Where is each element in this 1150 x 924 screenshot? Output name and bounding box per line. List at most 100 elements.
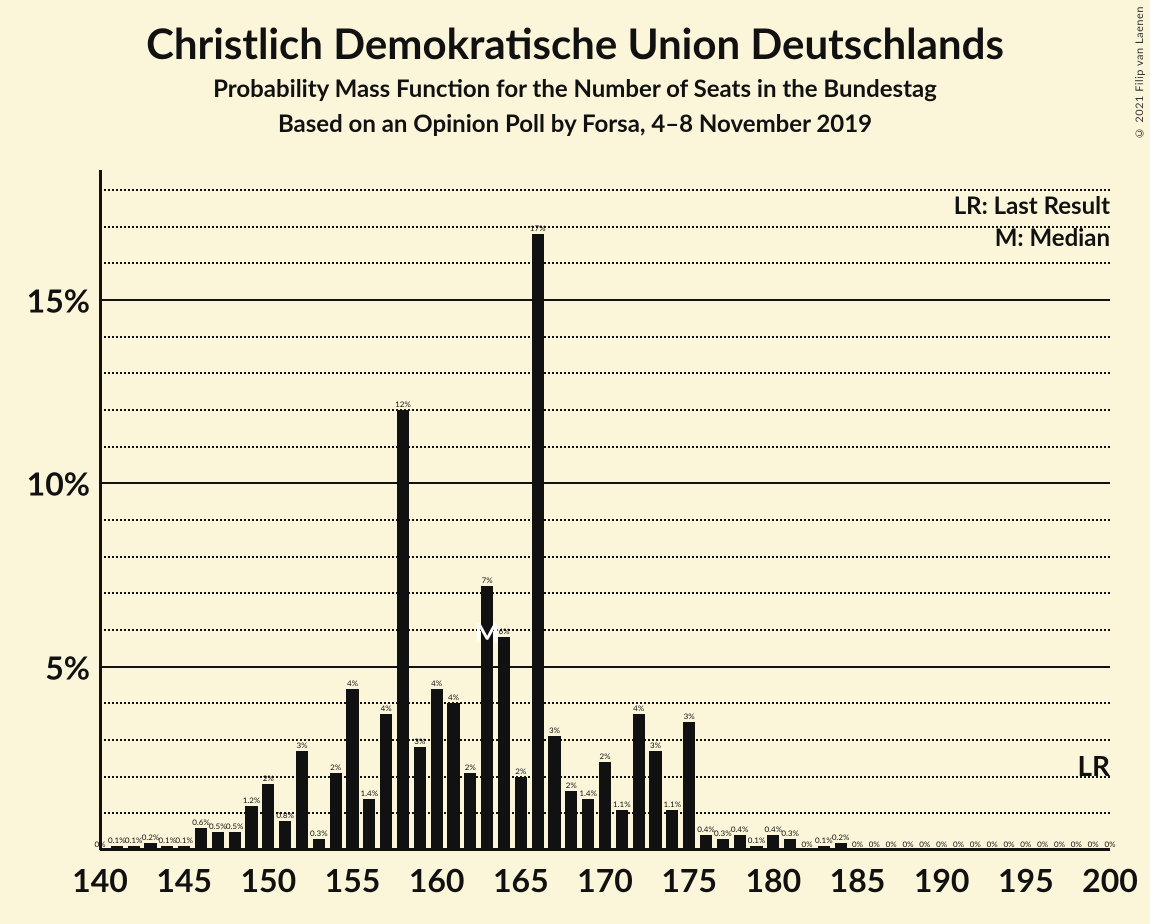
- y-axis-line: [99, 170, 102, 850]
- bar-value-label: 0.1%: [815, 835, 833, 845]
- bar: [683, 722, 695, 850]
- bar: [734, 835, 746, 850]
- bar-value-label: 0%: [953, 839, 964, 849]
- gridline-minor: [100, 556, 1110, 558]
- gridline-minor: [100, 336, 1110, 338]
- bar-value-label: 0.4%: [697, 824, 715, 834]
- chart-page: © 2021 Filip van Laenen Christlich Demok…: [0, 0, 1150, 924]
- bar-value-label: 2%: [566, 780, 577, 790]
- bar: [633, 714, 645, 850]
- bar: [161, 846, 173, 850]
- x-tick-label: 160: [409, 860, 465, 899]
- bar-value-label: 0%: [970, 839, 981, 849]
- bar-value-label: 12%: [395, 399, 411, 409]
- gridline-major: [100, 666, 1110, 668]
- bar-value-label: 4%: [431, 678, 442, 688]
- bar-value-label: 0%: [902, 839, 913, 849]
- bar-value-label: 0.5%: [226, 821, 244, 831]
- bar: [767, 835, 779, 850]
- copyright-text: © 2021 Filip van Laenen: [1133, 6, 1146, 139]
- bar: [330, 773, 342, 850]
- bar-value-label: 0.4%: [731, 824, 749, 834]
- bar-value-label: 0.3%: [310, 828, 328, 838]
- bar: [565, 791, 577, 850]
- bar-value-label: 3%: [650, 740, 661, 750]
- chart-subtitle-2: Based on an Opinion Poll by Forsa, 4–8 N…: [0, 109, 1150, 138]
- bar-value-label: 3%: [296, 740, 307, 750]
- bar-value-label: 1.1%: [613, 799, 631, 809]
- bar-value-label: 0%: [919, 839, 930, 849]
- gridline-minor: [100, 519, 1110, 521]
- bar: [178, 846, 190, 850]
- bar-value-label: 0.3%: [714, 828, 732, 838]
- titles-block: Christlich Demokratische Union Deutschla…: [0, 0, 1150, 138]
- bar: [599, 762, 611, 850]
- bar-value-label: 0%: [852, 839, 863, 849]
- bar-value-label: 4%: [381, 703, 392, 713]
- bar-value-label: 2%: [599, 751, 610, 761]
- bar-value-label: 3%: [414, 736, 425, 746]
- bar: [212, 832, 224, 850]
- bar-value-label: 0.5%: [209, 821, 227, 831]
- bar-value-label: 0.8%: [276, 810, 294, 820]
- bar-value-label: 0.2%: [832, 832, 850, 842]
- bar: [784, 839, 796, 850]
- bar: [363, 799, 375, 850]
- bar: [498, 637, 510, 850]
- bar-value-label: 0.1%: [125, 835, 143, 845]
- y-tick-label: 15%: [27, 281, 90, 320]
- gridline-major: [100, 482, 1110, 484]
- bar: [380, 714, 392, 850]
- bar-value-label: 0%: [936, 839, 947, 849]
- bar: [616, 810, 628, 850]
- bar-value-label: 0%: [1088, 839, 1099, 849]
- bar: [717, 839, 729, 850]
- gridline-minor: [100, 446, 1110, 448]
- bar-value-label: 2%: [330, 762, 341, 772]
- bar-value-label: 0.4%: [765, 824, 783, 834]
- bar-value-label: 1.4%: [579, 788, 597, 798]
- bar-value-label: 4%: [347, 678, 358, 688]
- bar-value-label: 0.1%: [748, 835, 766, 845]
- gridline-minor: [100, 226, 1110, 228]
- bar: [195, 828, 207, 850]
- x-tick-label: 145: [156, 860, 212, 899]
- bar: [414, 747, 426, 850]
- bar: [296, 751, 308, 850]
- bar-value-label: 0%: [1054, 839, 1065, 849]
- bar-value-label: 3%: [684, 711, 695, 721]
- bar: [447, 703, 459, 850]
- bar: [128, 846, 140, 850]
- bar-value-label: 6%: [498, 626, 509, 636]
- chart-title: Christlich Demokratische Union Deutschla…: [0, 18, 1150, 68]
- bar-value-label: 0%: [94, 839, 105, 849]
- bar-value-label: 2%: [515, 766, 526, 776]
- gridline-major: [100, 299, 1110, 301]
- x-tick-label: 195: [998, 860, 1054, 899]
- bar: [346, 689, 358, 850]
- gridline-minor: [100, 409, 1110, 411]
- y-tick-label: 5%: [45, 647, 90, 686]
- bar-value-label: 7%: [482, 575, 493, 585]
- gridline-minor: [100, 262, 1110, 264]
- bar: [515, 777, 527, 850]
- bar: [279, 821, 291, 850]
- bar-value-label: 0%: [1037, 839, 1048, 849]
- bar-value-label: 0.1%: [159, 835, 177, 845]
- bar: [700, 835, 712, 850]
- bar: [464, 773, 476, 850]
- lr-label: LR: [1077, 748, 1110, 782]
- bar-value-label: 17%: [530, 223, 546, 233]
- median-marker: M: [475, 616, 500, 648]
- bar-value-label: 0%: [886, 839, 897, 849]
- bar-value-label: 0.3%: [781, 828, 799, 838]
- bar: [666, 810, 678, 850]
- bar: [649, 751, 661, 850]
- bar-value-label: 0%: [1104, 839, 1115, 849]
- bar: [835, 843, 847, 850]
- x-tick-label: 170: [577, 860, 633, 899]
- gridline-minor: [100, 372, 1110, 374]
- bar-value-label: 0.6%: [192, 817, 210, 827]
- bar: [532, 234, 544, 850]
- bar-value-label: 0%: [1071, 839, 1082, 849]
